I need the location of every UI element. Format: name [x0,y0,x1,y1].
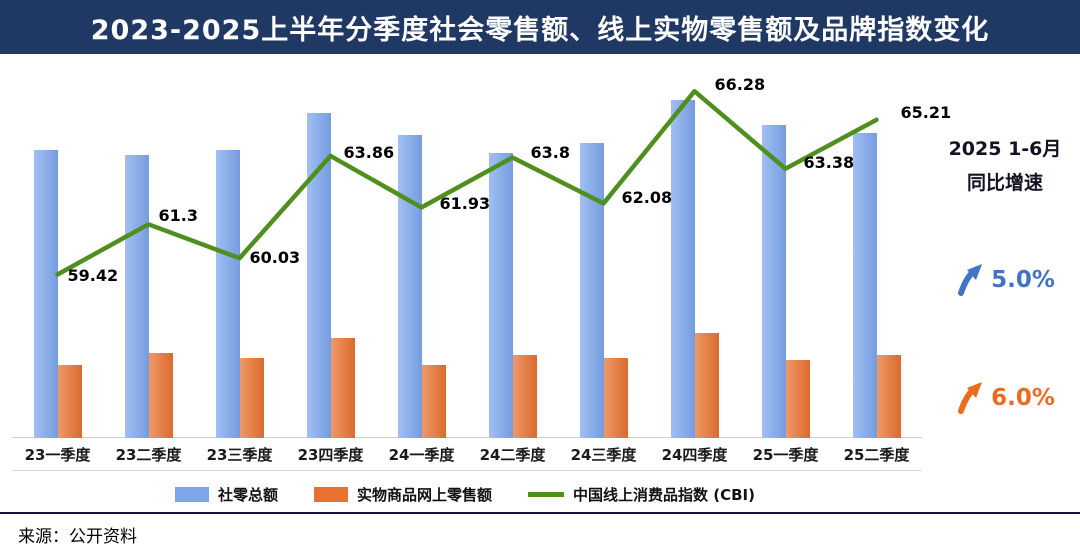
legend-label: 中国线上消费品指数 (CBI) [573,486,755,504]
x-axis-label: 24二季度 [479,446,546,464]
bar-total-retail [852,132,877,438]
page-title: 2023-2025上半年分季度社会零售额、线上实物零售额及品牌指数变化 [90,14,990,46]
line-value-label: 63.38 [803,152,855,172]
legend-item-online-retail: 实物商品网上零售额 [314,484,492,505]
line-value-label: 63.8 [530,143,570,163]
bar-total-retail [33,150,58,438]
stat-value: 5.0% [991,267,1055,294]
stat-total-retail-growth: 5.0% [930,264,1080,297]
bar-online-retail [239,357,264,438]
legend-item-total-retail: 社零总额 [175,484,278,505]
legend-swatch-orange [314,487,349,502]
bar-online-retail [785,360,810,438]
legend-label: 社零总额 [218,486,279,504]
x-axis-label: 25二季度 [843,446,910,464]
x-axis-label: 24三季度 [570,446,637,464]
plot-area: 59.42 61.3 60.03 63.86 61.93 63.8 62.08 66.28 63… [12,75,951,438]
legend-label: 实物商品网上零售额 [357,486,493,504]
line-value-label: 59.42 [67,266,119,286]
legend-item-cbi-line: 中国线上消费品指数 (CBI) [528,484,755,505]
bar-online-retail [694,332,719,438]
bar-online-retail [421,365,446,438]
bar-total-retail [306,112,331,438]
side-panel: 2025 1-6月 同比增速 5.0% 6.0% [930,132,1080,415]
bar-total-retail [124,155,149,438]
line-value-label: 61.3 [158,206,198,226]
x-axis-label: 23四季度 [297,446,364,464]
up-arrow-icon [958,382,983,415]
cbi-line [55,88,879,277]
divider-line [0,512,1080,514]
bar-total-retail [488,152,513,438]
line-value-label: 65.21 [900,102,952,122]
line-value-label: 61.93 [439,194,491,214]
x-axis-label: 24四季度 [661,446,728,464]
line-value-label: 63.86 [343,142,395,162]
x-axis-label: 25一季度 [752,446,819,464]
legend-swatch-green-line [528,492,565,497]
stat-value: 6.0% [991,385,1055,412]
legend-swatch-blue [175,487,209,502]
x-axis-line [12,437,922,438]
bar-online-retail [512,355,537,438]
title-bar: 2023-2025上半年分季度社会零售额、线上实物零售额及品牌指数变化 [0,0,1080,54]
bar-online-retail [330,337,355,438]
bar-total-retail [215,150,240,438]
line-value-label: 60.03 [249,248,301,268]
bar-online-retail [603,357,628,438]
side-panel-period: 2025 1-6月 [948,138,1062,160]
chart-legend: 社零总额 实物商品网上零售额 中国线上消费品指数 (CBI) [0,484,930,505]
side-panel-label: 同比增速 [966,172,1043,195]
stat-online-retail-growth: 6.0% [930,382,1080,415]
x-axis-label: 23一季度 [24,446,91,464]
source-note: 来源：公开资料 [18,527,137,547]
bar-online-retail [876,355,901,438]
line-value-label: 62.08 [621,188,673,208]
bar-online-retail [148,352,173,438]
x-axis-label: 24一季度 [388,446,455,464]
bar-total-retail [397,135,422,438]
up-arrow-icon [958,264,983,297]
x-axis-labels: 23一季度 23二季度 23三季度 23四季度 24一季度 24二季度 24三季度 24四季度… [12,444,922,471]
chart-section: 59.42 61.3 60.03 63.86 61.93 63.8 62.08 66.28 63… [0,54,1080,554]
bar-total-retail [670,100,695,438]
x-axis-label: 23三季度 [206,446,273,464]
line-value-label: 66.28 [714,75,766,95]
bar-online-retail [57,365,82,438]
bar-total-retail [761,125,786,438]
x-axis-label: 23二季度 [115,446,182,464]
